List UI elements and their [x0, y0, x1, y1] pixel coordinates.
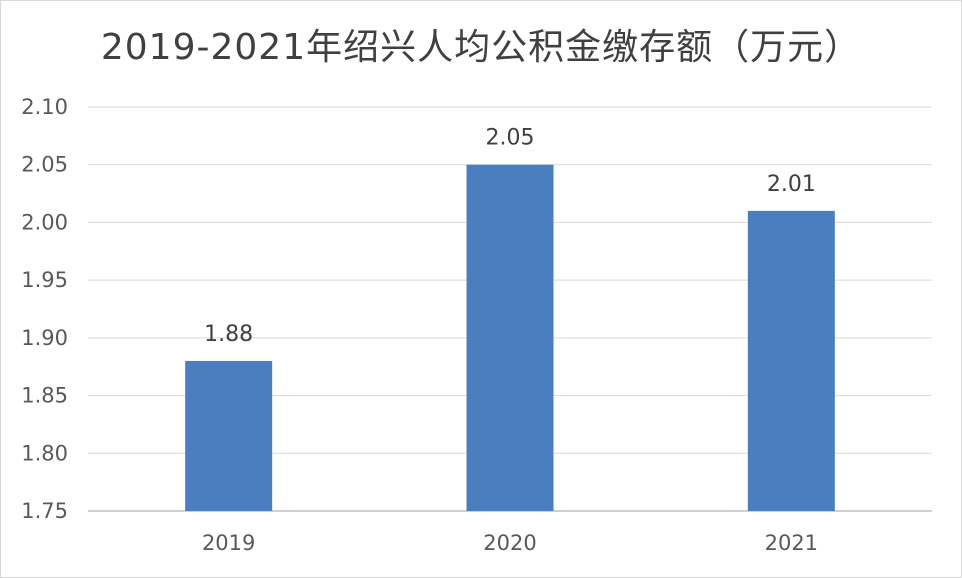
- bar: [747, 210, 835, 511]
- data-label: 2.05: [486, 126, 535, 151]
- data-label: 1.88: [204, 322, 253, 347]
- x-tick-label: 2021: [765, 531, 818, 555]
- y-tick-label: 1.80: [21, 441, 68, 465]
- chart-title: 2019-2021年绍兴人均公积金缴存额（万元）: [100, 27, 862, 68]
- y-tick-label: 1.75: [21, 499, 68, 523]
- y-tick-label: 1.90: [21, 326, 68, 350]
- bar: [466, 164, 554, 511]
- y-tick-label: 2.10: [21, 95, 68, 119]
- y-tick-label: 2.05: [21, 153, 68, 177]
- x-tick-label: 2020: [483, 531, 536, 555]
- x-axis-ticks: 2019 2020 2021: [202, 531, 818, 555]
- y-tick-label: 2.00: [21, 210, 68, 234]
- x-tick-label: 2019: [202, 531, 255, 555]
- y-axis-ticks: 1.75 1.80 1.85 1.90 1.95 2.00 2.05 2.10: [21, 95, 68, 523]
- y-tick-label: 1.85: [21, 384, 68, 408]
- bars: 1.88 2.05 2.01: [185, 126, 835, 511]
- bar: [185, 360, 273, 511]
- data-label: 2.01: [767, 172, 816, 197]
- y-tick-label: 1.95: [21, 268, 68, 292]
